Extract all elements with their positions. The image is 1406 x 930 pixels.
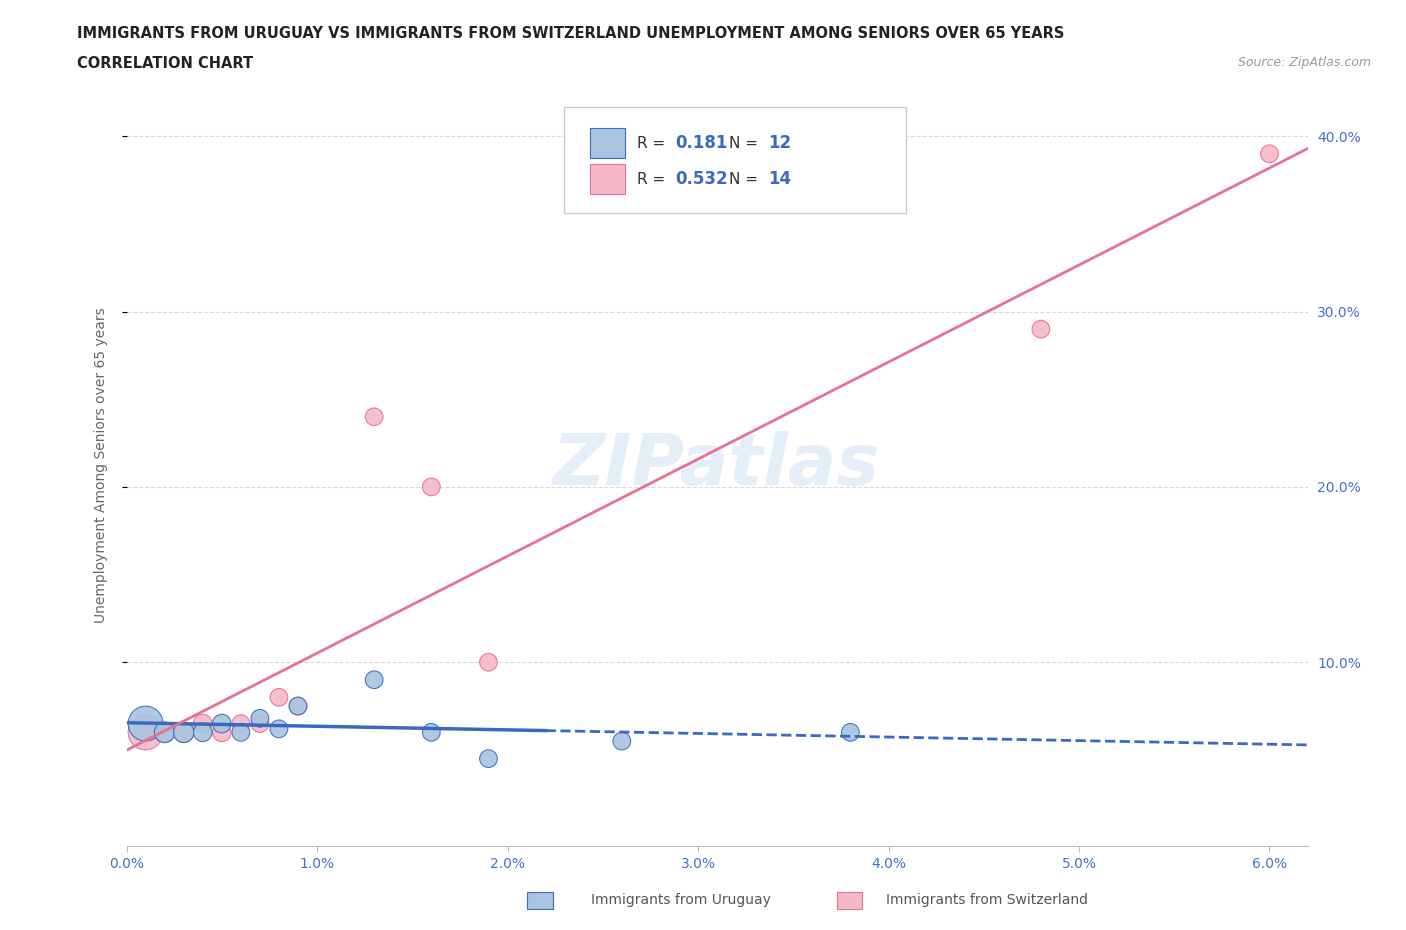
Text: R =: R = (637, 136, 669, 151)
Point (1029, 322, 1052, 337)
Point (153, 724, 176, 739)
Point (287, 698, 309, 713)
Text: 0.532: 0.532 (676, 170, 728, 188)
Point (173, 724, 195, 739)
Point (249, 716, 271, 731)
FancyBboxPatch shape (564, 107, 905, 213)
Point (363, 672, 385, 687)
Text: N =: N = (728, 171, 762, 187)
Point (267, 722, 290, 737)
Text: Immigrants from Switzerland: Immigrants from Switzerland (886, 893, 1088, 908)
Point (363, 409, 385, 424)
Text: Immigrants from Uruguay: Immigrants from Uruguay (591, 893, 770, 908)
Point (211, 716, 233, 731)
Bar (589, 128, 624, 158)
Point (420, 480, 443, 495)
Point (839, 724, 862, 739)
Text: CORRELATION CHART: CORRELATION CHART (77, 56, 253, 71)
Point (229, 716, 252, 731)
Point (191, 724, 214, 739)
Text: 12: 12 (768, 134, 792, 153)
Point (173, 724, 195, 739)
Point (420, 724, 443, 739)
Point (610, 734, 633, 749)
Point (267, 690, 290, 705)
Point (135, 716, 157, 731)
Text: 14: 14 (768, 170, 792, 188)
Text: IMMIGRANTS FROM URUGUAY VS IMMIGRANTS FROM SWITZERLAND UNEMPLOYMENT AMONG SENIOR: IMMIGRANTS FROM URUGUAY VS IMMIGRANTS FR… (77, 26, 1064, 41)
Text: N =: N = (728, 136, 762, 151)
Text: ZIPatlas: ZIPatlas (554, 431, 880, 499)
Text: R =: R = (637, 171, 669, 187)
Point (229, 724, 252, 739)
Point (477, 655, 499, 670)
Bar (589, 164, 624, 194)
Point (477, 751, 499, 766)
Point (153, 724, 176, 739)
Point (249, 711, 271, 725)
Text: Source: ZipAtlas.com: Source: ZipAtlas.com (1237, 56, 1371, 69)
Point (135, 724, 157, 739)
Y-axis label: Unemployment Among Seniors over 65 years: Unemployment Among Seniors over 65 years (94, 307, 108, 623)
Point (1258, 146, 1281, 161)
Point (191, 716, 214, 731)
Text: 0.181: 0.181 (676, 134, 728, 153)
Point (287, 698, 309, 713)
Point (211, 724, 233, 739)
